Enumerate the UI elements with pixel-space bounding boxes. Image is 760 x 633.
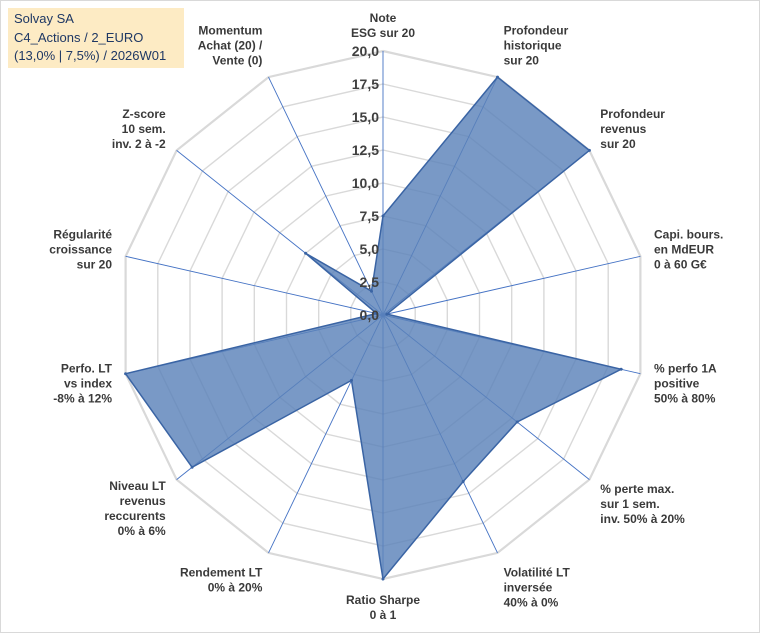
axis-label-line: sur 20: [504, 54, 540, 68]
tick-label: 17,5: [352, 76, 379, 92]
axis-label-line: Profondeur: [504, 24, 569, 38]
axis-label: Note ESG sur 20: [351, 11, 415, 40]
data-point: [350, 378, 353, 382]
axis-label: % perfo 1A positive 50% à 80%: [654, 361, 717, 405]
axis-label-line: 0 à 60 G€: [654, 258, 707, 272]
axis-label: Volatilité LT inversée 40% à 0%: [504, 566, 571, 610]
data-point: [381, 214, 385, 218]
tick-label: 20,0: [352, 43, 379, 59]
tick-label: 7,5: [360, 208, 380, 224]
data-point: [304, 251, 308, 255]
axis-label-line: en MdEUR: [654, 243, 714, 257]
data-point: [381, 577, 385, 581]
data-point: [190, 465, 194, 469]
tick-label: 12,5: [352, 142, 379, 158]
info-company: Solvay SA: [14, 11, 74, 26]
tick-label: 2,5: [360, 274, 380, 290]
axis-label: Momentum Achat (20) / Vente (0): [198, 24, 263, 68]
axis-label-line: Vente (0): [212, 54, 262, 68]
data-point: [370, 289, 373, 293]
axis-label-line: -8% à 12%: [53, 391, 112, 405]
data-point: [385, 312, 389, 316]
axis-spoke: [125, 255, 384, 316]
axis-label-line: Momentum: [198, 24, 262, 38]
radar-series: [124, 75, 624, 581]
axis-label-line: sur 1 sem.: [600, 497, 659, 511]
axis-label-line: 50% à 80%: [654, 391, 716, 405]
info-params: (13,0% | 7,5%) / 2026W01: [14, 48, 167, 63]
axis-label-line: Capi. bours.: [654, 228, 723, 242]
axis-label-line: positive: [654, 376, 700, 390]
axis-label-line: ESG sur 20: [351, 26, 415, 40]
axis-label-line: 10 sem.: [122, 122, 166, 136]
axis-label: Ratio Sharpe 0 à 1: [346, 593, 420, 622]
axis-label-line: Régularité: [53, 228, 112, 242]
data-point: [587, 148, 591, 152]
axis-label-line: vs index: [64, 376, 112, 390]
axis-label: Perfo. LT vs index -8% à 12%: [53, 361, 112, 405]
axis-label: Rendement LT 0% à 20%: [180, 566, 263, 595]
axis-label-line: Rendement LT: [180, 566, 263, 580]
axis-label-line: 0% à 20%: [208, 581, 263, 595]
axis-label: Profondeur revenus sur 20: [600, 107, 665, 151]
axis-label-line: sur 20: [77, 258, 113, 272]
axis-label-line: reccurents: [104, 509, 166, 523]
axis-label-line: revenus: [120, 494, 166, 508]
axis-label-line: revenus: [600, 122, 646, 136]
axis-label: Z-score 10 sem. inv. 2 à -2: [112, 107, 166, 151]
axis-label-line: Ratio Sharpe: [346, 593, 420, 607]
data-point: [124, 372, 128, 376]
axis-label-line: croissance: [49, 243, 112, 257]
tick-label: 0,0: [360, 307, 380, 323]
tick-label: 10,0: [352, 175, 379, 191]
radar-tick-labels: 0,0 2,5 5,0 7,5 10,0 12,5 15,0 17,5 20,0: [352, 43, 379, 323]
tick-label: 15,0: [352, 109, 379, 125]
info-category: C4_Actions / 2_EURO: [14, 29, 144, 45]
axis-label-line: 0% à 6%: [118, 524, 166, 538]
axis-spoke: [382, 255, 641, 316]
axis-label-line: sur 20: [600, 137, 636, 151]
axis-label-line: Profondeur: [600, 107, 665, 121]
axis-label-line: Perfo. LT: [61, 361, 113, 375]
axis-label-line: inversée: [504, 581, 553, 595]
axis-label-line: Achat (20) /: [198, 39, 263, 53]
data-point: [461, 480, 465, 483]
info-box: Solvay SA C4_Actions / 2_EURO (13,0% | 7…: [8, 8, 184, 68]
axis-label: Profondeur historique sur 20: [504, 24, 569, 68]
axis-label-line: Z-score: [122, 107, 166, 121]
axis-label-line: Niveau LT: [109, 479, 166, 493]
axis-label-line: 40% à 0%: [504, 596, 559, 610]
data-point: [496, 75, 499, 79]
axis-label: Capi. bours. en MdEUR 0 à 60 G€: [654, 228, 723, 272]
axis-label-line: inv. 2 à -2: [112, 137, 166, 151]
radar-axis-labels: Note ESG sur 20 Profondeur historique sur 20…: [49, 11, 723, 622]
data-point: [619, 367, 623, 371]
axis-label-line: % perfo 1A: [654, 361, 717, 375]
data-point: [375, 312, 379, 315]
axis-label-line: inv. 50% à 20%: [600, 512, 685, 526]
tick-label: 5,0: [360, 241, 380, 257]
axis-label-line: % perte max.: [600, 482, 674, 496]
axis-label: % perte max. sur 1 sem. inv. 50% à 20%: [600, 482, 685, 526]
data-point: [515, 420, 519, 424]
axis-label-line: 0 à 1: [370, 608, 397, 622]
axis-spoke: [268, 76, 384, 316]
axis-label: Niveau LT revenus reccurents 0% à 6%: [104, 479, 166, 538]
axis-label-line: Note: [370, 11, 397, 25]
axis-label-line: historique: [504, 39, 562, 53]
axis-label: Régularité croissance sur 20: [49, 228, 112, 272]
axis-label-line: Volatilité LT: [504, 566, 571, 580]
